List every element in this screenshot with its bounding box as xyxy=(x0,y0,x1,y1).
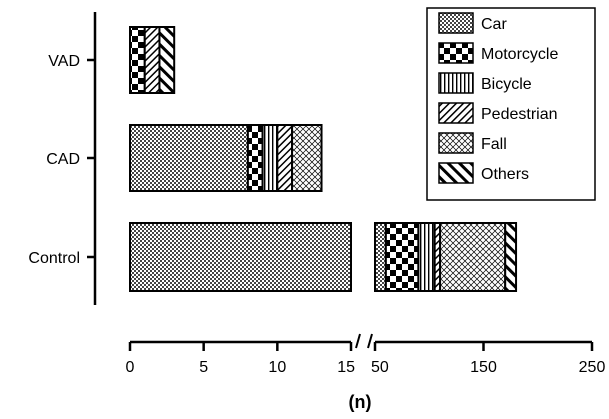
bar-cad-bicycle xyxy=(261,124,279,192)
x-axis-title: (n) xyxy=(349,392,372,412)
category-label-control: Control xyxy=(28,250,80,267)
x-tick-label: 50 xyxy=(371,359,389,376)
bar-cad-motorcycle xyxy=(246,124,264,192)
bars-layer xyxy=(129,26,518,292)
category-label-cad: CAD xyxy=(46,151,80,168)
bar-cad-car xyxy=(129,124,249,192)
x-tick-label: 250 xyxy=(579,359,606,376)
bar-control-bicycle xyxy=(417,222,436,292)
bar-control-motorcycle xyxy=(384,222,420,292)
x-tick-label: 5 xyxy=(199,359,208,376)
bar-vad-pedestrian xyxy=(143,26,161,94)
bar-vad-others xyxy=(158,26,176,94)
x-axis: 0 5 10 15 50 150 250 xyxy=(126,333,606,376)
legend-label-others: Others xyxy=(481,166,529,183)
legend-label-fall: Fall xyxy=(481,136,507,153)
x-tick-label: 0 xyxy=(126,359,135,376)
category-ticks: VAD CAD Control xyxy=(28,53,95,267)
x-tick-label: 150 xyxy=(470,359,497,376)
legend-label-bicycle: Bicycle xyxy=(481,76,532,93)
legend-label-motorcycle: Motorcycle xyxy=(481,46,558,63)
bar-control-others xyxy=(504,222,518,292)
bar-control-car xyxy=(129,222,352,292)
legend-swatch-car xyxy=(438,12,474,34)
axis-break-mark xyxy=(355,333,361,349)
legend-swatch-motorcycle xyxy=(438,42,474,64)
legend-swatch-fall xyxy=(438,132,474,154)
bar-cad-fall xyxy=(291,124,323,192)
category-label-vad: VAD xyxy=(48,53,80,70)
bar-cad-pedestrian xyxy=(276,124,294,192)
bar-control-fall xyxy=(439,222,507,292)
bar-vad-motorcycle xyxy=(129,26,146,94)
x-tick-label: 10 xyxy=(268,359,286,376)
legend-swatch-pedestrian xyxy=(438,102,474,124)
legend-swatch-bicycle xyxy=(438,72,474,94)
legend: Car Motorcycle Bicycle Pedestrian Fall Others xyxy=(426,7,596,201)
legend-label-pedestrian: Pedestrian xyxy=(481,106,558,123)
bar-control-car xyxy=(374,222,387,292)
axis-break-mark xyxy=(367,333,373,349)
legend-swatch-others xyxy=(438,162,474,184)
x-tick-label: 15 xyxy=(337,359,355,376)
legend-label-car: Car xyxy=(481,16,507,33)
